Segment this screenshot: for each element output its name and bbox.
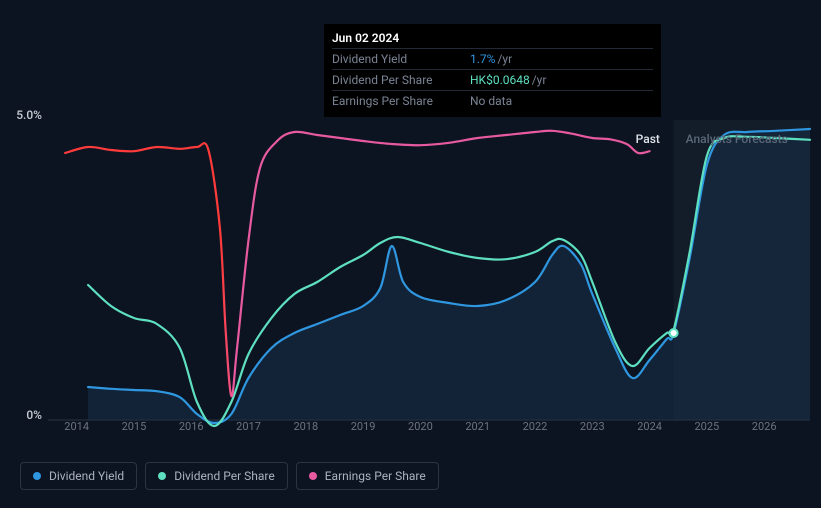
x-tick: 2020: [408, 420, 433, 433]
tooltip-label: Dividend Per Share: [332, 73, 470, 87]
x-tick: 2017: [236, 420, 261, 433]
legend-label: Earnings Per Share: [325, 469, 426, 483]
region-label-past: Past: [636, 132, 660, 146]
x-tick: 2015: [122, 420, 147, 433]
y-axis-max-label: 5.0%: [2, 108, 42, 122]
tooltip-date: Jun 02 2024: [332, 28, 653, 48]
x-tick: 2024: [637, 420, 662, 433]
tooltip-row: Dividend Per ShareHK$0.0648 /yr: [332, 69, 653, 90]
x-axis: 2014 2015 2016 2017 2018 2019 2020 2021 2022 2023…: [48, 420, 810, 440]
x-tick: 2019: [351, 420, 376, 433]
y-axis-min-label: 0%: [2, 408, 42, 422]
x-tick: 2021: [465, 420, 490, 433]
legend-item-earnings_per_share[interactable]: Earnings Per Share: [296, 462, 439, 490]
chart-legend: Dividend Yield Dividend Per Share Earnings…: [20, 462, 439, 490]
tooltip-value: HK$0.0648: [470, 73, 530, 87]
tooltip-unit: /yr: [497, 52, 512, 66]
x-tick: 2025: [694, 420, 719, 433]
legend-label: Dividend Per Share: [174, 469, 275, 483]
region-label-forecast: Analysts Forecasts: [686, 132, 788, 146]
legend-dot-icon: [309, 472, 317, 480]
tooltip-value: 1.7%: [470, 52, 495, 66]
legend-dot-icon: [33, 472, 41, 480]
x-tick: 2016: [179, 420, 204, 433]
x-tick: 2026: [752, 420, 777, 433]
dividend-chart: 5.0% 0% Past Analysts Forecasts 20142015…: [20, 100, 810, 440]
x-tick: 2018: [293, 420, 318, 433]
legend-item-dividend_yield[interactable]: Dividend Yield: [20, 462, 137, 490]
chart-svg[interactable]: [48, 120, 810, 420]
legend-dot-icon: [158, 472, 166, 480]
legend-item-dividend_per_share[interactable]: Dividend Per Share: [145, 462, 288, 490]
hover-marker: [670, 329, 678, 337]
tooltip-label: Dividend Yield: [332, 52, 470, 66]
legend-label: Dividend Yield: [49, 469, 124, 483]
x-tick: 2014: [64, 420, 89, 433]
tooltip-unit: /yr: [532, 73, 547, 87]
tooltip-row: Dividend Yield1.7% /yr: [332, 48, 653, 69]
x-tick: 2023: [580, 420, 605, 433]
x-tick: 2022: [523, 420, 548, 433]
